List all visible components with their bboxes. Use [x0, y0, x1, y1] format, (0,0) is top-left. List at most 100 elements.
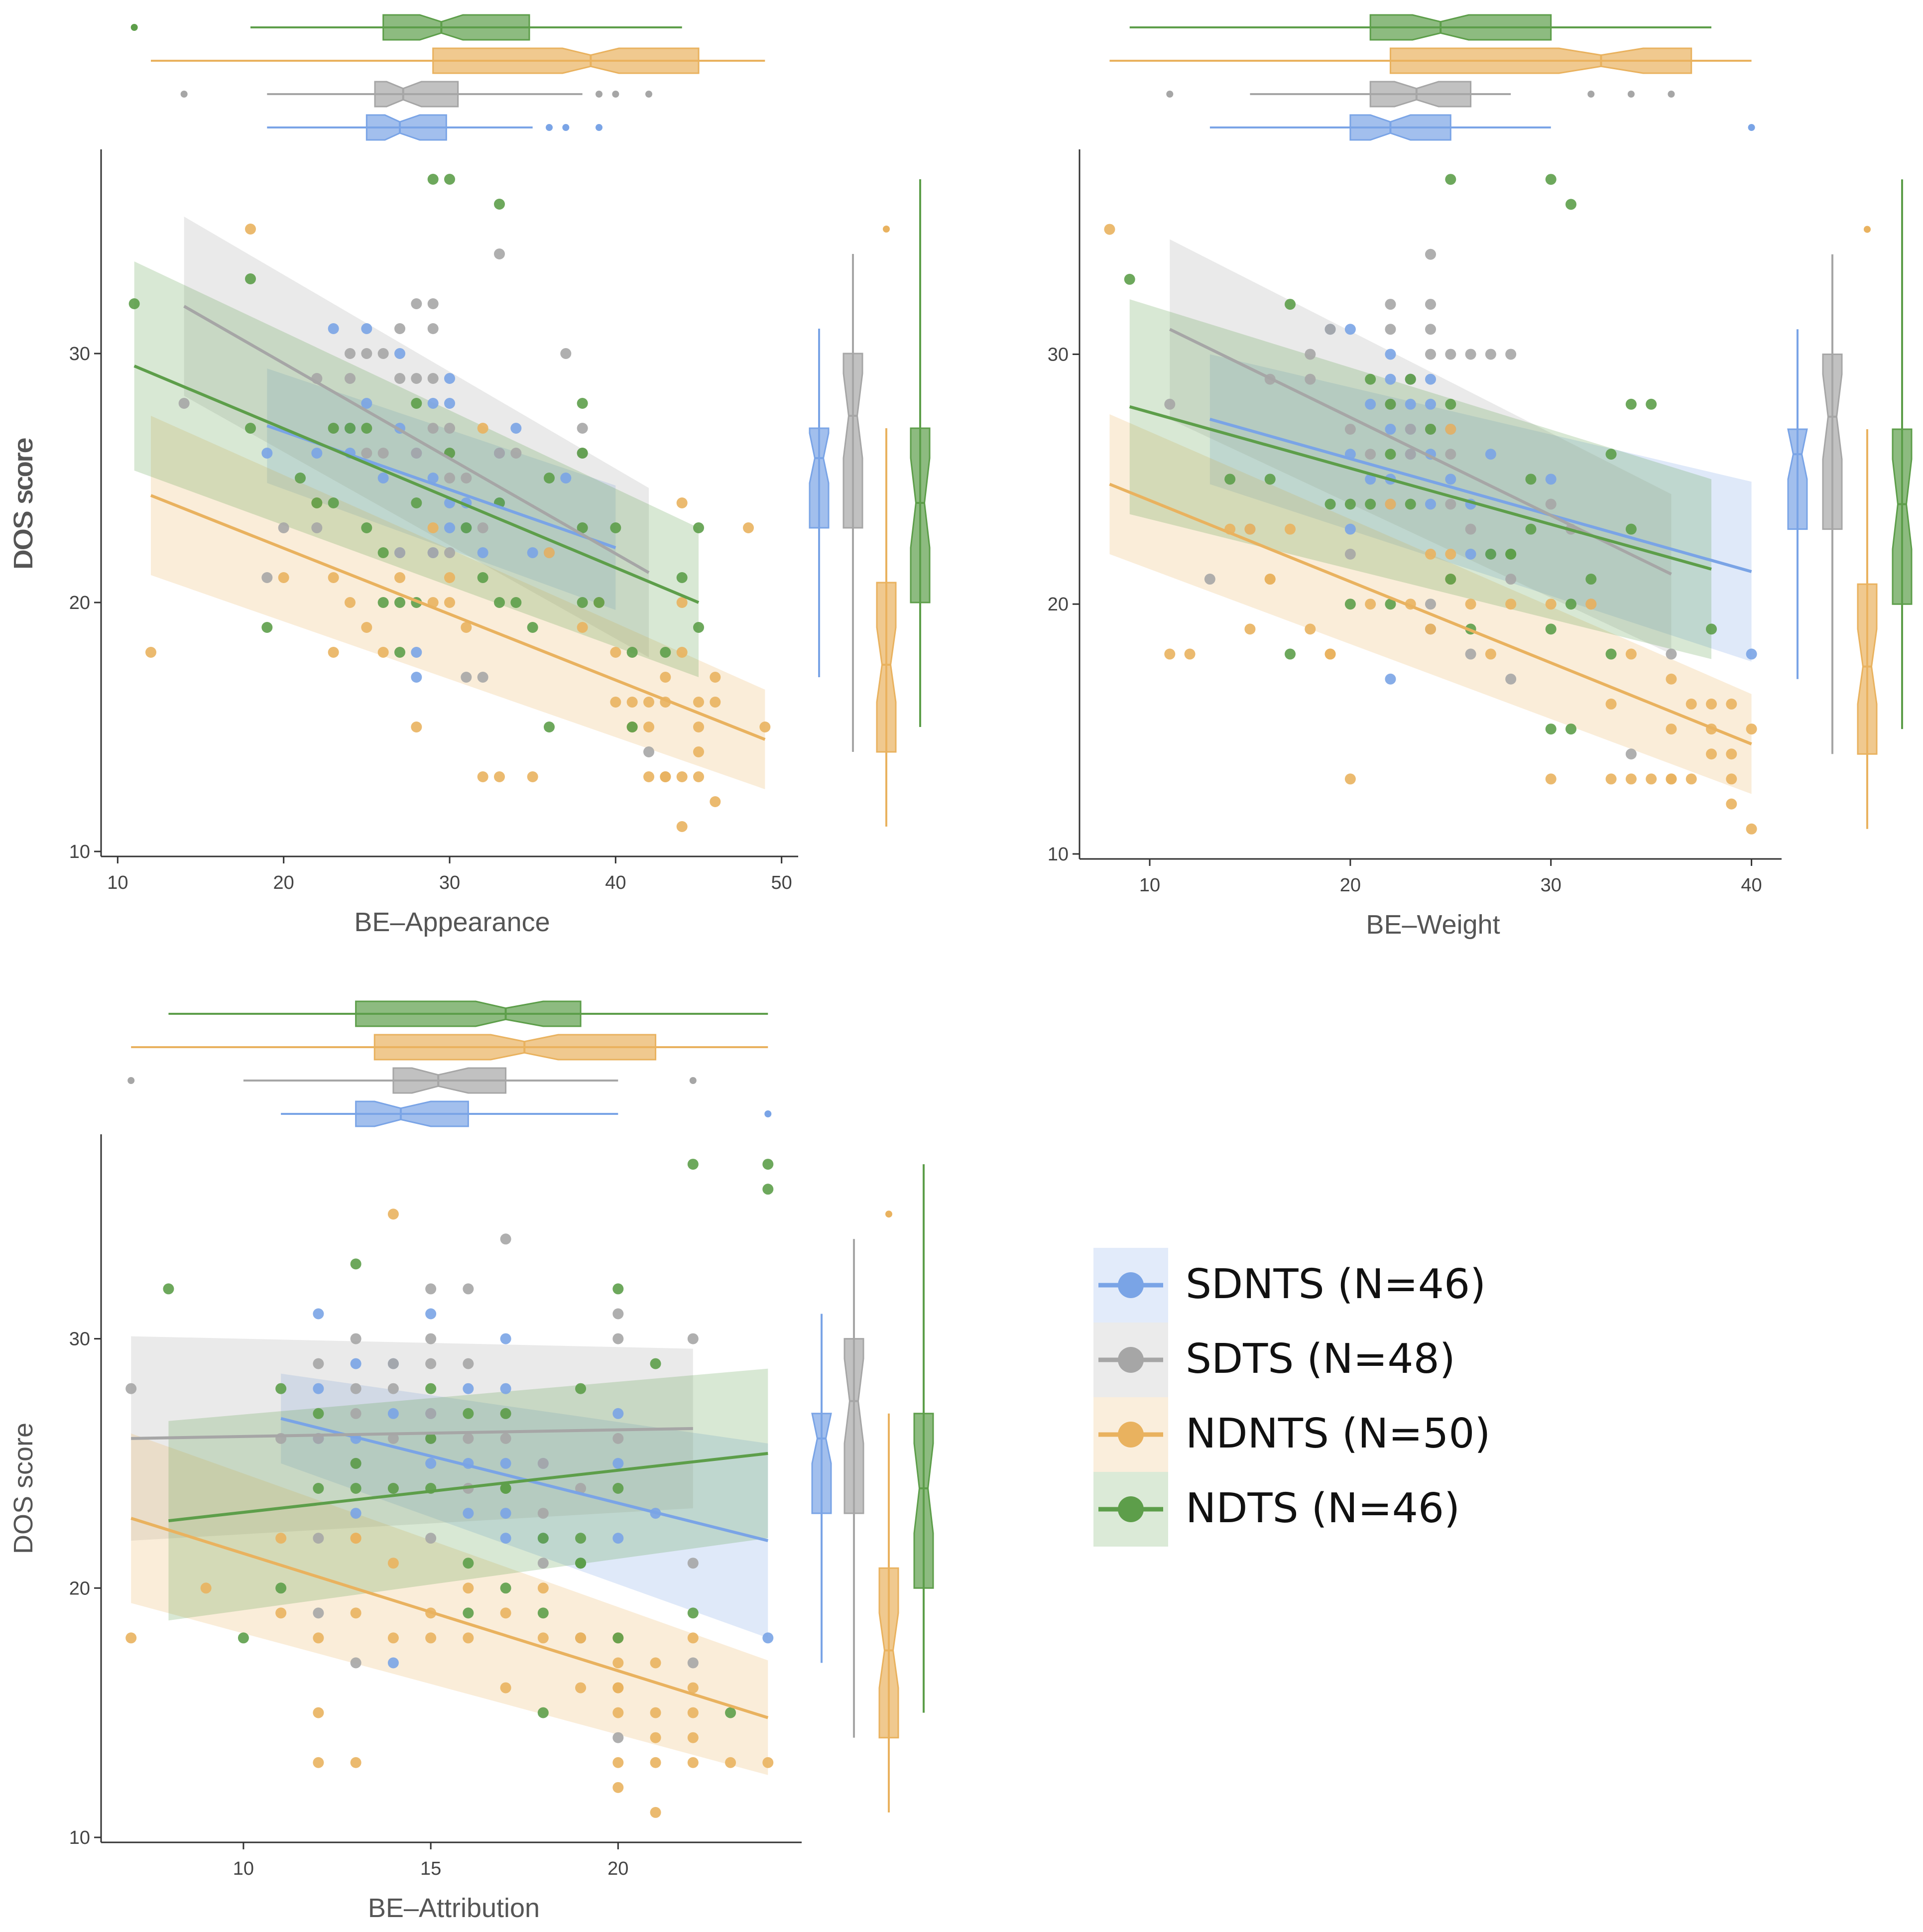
data-point-ndnts [693, 746, 704, 757]
data-point-sdts [1445, 449, 1456, 460]
data-point-sdnts [387, 1408, 399, 1419]
data-point-ndts [1365, 498, 1376, 510]
data-point-ndts [350, 1457, 361, 1469]
data-point-sdts [394, 547, 405, 558]
data-point-ndts [1706, 623, 1717, 635]
legend-label-ndts: NDTS (N=46) [1186, 1485, 1460, 1532]
data-point-ndnts [1726, 798, 1737, 810]
data-point-sdts [313, 1607, 324, 1619]
data-point-ndts [500, 1582, 511, 1594]
data-point-sdts [1425, 599, 1436, 610]
data-point-ndts [494, 199, 505, 210]
x-tick-label: 10 [1139, 875, 1160, 896]
data-point-sdts [313, 1358, 324, 1369]
legend-label-sdnts: SDNTS (N=46) [1186, 1261, 1486, 1308]
data-point-sdnts [500, 1333, 511, 1344]
marginal-box-x-sdnts [1349, 114, 1451, 141]
data-point-ndts [660, 647, 671, 658]
data-point-ndts [594, 597, 604, 608]
legend-swatch-ndnts [1093, 1397, 1168, 1472]
data-point-ndts [575, 1383, 587, 1394]
data-point-ndts [762, 1159, 774, 1170]
data-point-ndts [313, 1408, 324, 1419]
marginal-outlier-x-sdnts [562, 124, 570, 131]
data-point-sdts [510, 448, 522, 459]
data-point-ndts [345, 423, 356, 434]
data-point-ndnts [687, 1732, 699, 1743]
data-point-ndnts [626, 697, 638, 708]
data-point-ndnts [1365, 599, 1376, 610]
data-point-sdts [1405, 449, 1416, 460]
marginal-outlier-y-ndnts [885, 1210, 892, 1218]
data-point-ndts [1344, 498, 1356, 510]
data-point-ndnts [612, 1682, 624, 1693]
data-point-ndnts [650, 1807, 661, 1818]
data-point-sdts [687, 1657, 699, 1669]
marginal-outlier-x-sdts [596, 91, 602, 98]
data-point-ndnts [1164, 648, 1176, 660]
confidence-band-ndnts [151, 416, 765, 789]
marginal-box-x-sdts [374, 81, 459, 108]
x-axis-label: BE–Appearance [354, 907, 550, 937]
data-point-sdts [425, 1333, 437, 1344]
data-point-ndts [626, 647, 638, 658]
data-point-ndnts [200, 1582, 212, 1594]
data-point-sdnts [427, 398, 439, 409]
data-point-sdts [444, 547, 455, 558]
marginal-outlier-x-sdnts [596, 124, 602, 131]
data-point-sdnts [1385, 423, 1396, 435]
marginal-outlier-x-sdts [689, 1077, 697, 1084]
data-point-ndnts [1244, 623, 1256, 635]
data-point-sdts [1204, 574, 1215, 585]
data-point-ndnts [1625, 773, 1637, 785]
y-tick-label: 30 [1048, 344, 1069, 365]
data-point-ndnts [612, 1707, 624, 1718]
data-point-ndts [427, 174, 439, 185]
data-point-ndts [1605, 449, 1617, 460]
data-point-ndnts [1465, 599, 1476, 610]
marginal-box-y-sdnts [811, 1413, 832, 1514]
confidence-band-sdts [1170, 239, 1672, 654]
regression-line-ndts [1129, 405, 1712, 571]
data-point-sdts [463, 1358, 474, 1369]
panel-3: 10 15 20 10 20 30 BE–Attribution DOS score [8, 1000, 934, 1923]
data-point-ndnts [762, 1757, 774, 1768]
data-point-ndts [394, 597, 405, 608]
data-point-ndts [1385, 449, 1396, 460]
data-point-ndnts [643, 771, 654, 782]
data-point-sdnts [463, 1383, 474, 1394]
data-point-ndts [1285, 299, 1296, 310]
marginal-box-x-ndnts [432, 47, 700, 74]
data-point-ndnts [1726, 698, 1737, 710]
data-point-ndts [612, 1483, 624, 1494]
data-point-ndts [163, 1283, 174, 1295]
legend-swatch-point [1118, 1272, 1144, 1298]
data-point-ndts [1264, 474, 1276, 485]
data-point-ndnts [676, 771, 688, 782]
data-point-sdts [427, 547, 439, 558]
data-point-sdts [1425, 349, 1436, 360]
data-point-ndnts [1545, 773, 1557, 785]
data-point-sdts [411, 448, 422, 459]
data-point-ndts [1445, 574, 1456, 585]
data-point-ndts [245, 423, 256, 434]
data-point-sdnts [311, 448, 323, 459]
data-point-ndts [1585, 574, 1597, 585]
legend-swatch-sdnts [1093, 1248, 1168, 1323]
data-point-ndnts [345, 597, 356, 608]
x-tick-label: 20 [273, 872, 294, 893]
data-point-sdts [444, 423, 455, 434]
marginal-box-y-ndnts [876, 582, 897, 753]
data-point-ndts [1445, 174, 1456, 185]
data-point-ndnts [427, 522, 439, 533]
data-point-ndnts [676, 647, 688, 658]
data-point-ndnts [687, 1682, 699, 1693]
data-point-sdts [1385, 299, 1396, 310]
data-point-sdnts [261, 448, 273, 459]
data-point-ndts [527, 622, 538, 633]
data-point-ndnts [643, 722, 654, 732]
data-point-ndts [350, 1483, 361, 1494]
y-tick-label: 20 [1048, 594, 1069, 615]
marginal-box-y-sdnts [809, 427, 830, 529]
data-point-sdts [125, 1383, 137, 1394]
